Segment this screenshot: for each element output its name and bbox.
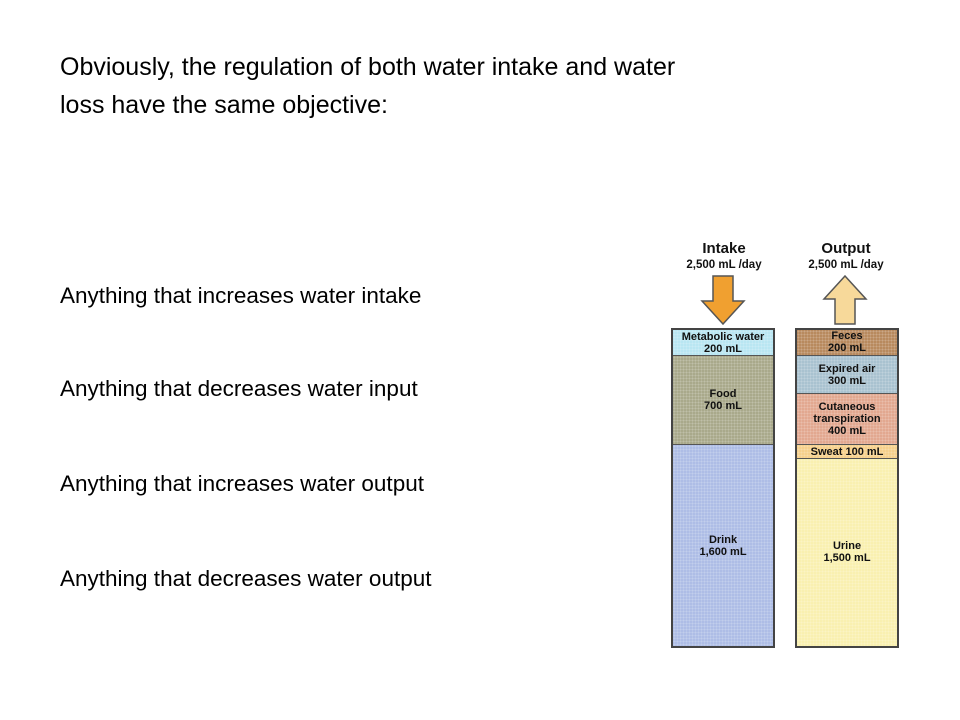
segment-label: Cutaneous transpiration (813, 401, 881, 426)
statement-increase-output: Anything that increases water output (60, 471, 424, 496)
segment-amount: 700 mL (704, 400, 742, 413)
intro-line-2: loss have the same objective: (60, 91, 388, 119)
output-segment-sweat-100-ml: Sweat 100 mL (797, 445, 897, 459)
segment-label: Sweat 100 mL (810, 445, 884, 458)
statement-decrease-output: Anything that decreases water output (60, 566, 432, 591)
segment-label: Food (709, 388, 737, 401)
down-arrow-icon (700, 275, 746, 325)
intake-column: Metabolic water 200 mL Food 700 mL Drink 1,60… (671, 328, 775, 648)
output-segment-urine: Urine 1,500 mL (797, 458, 897, 646)
segment-amount: 300 mL (828, 374, 866, 387)
output-segment-feces: Feces 200 mL (797, 330, 897, 356)
statement-increase-intake: Anything that increases water intake (60, 283, 422, 308)
output-rate: 2,500 mL /day (808, 259, 884, 271)
segment-label: Metabolic water (681, 330, 765, 343)
statement-decrease-input: Anything that decreases water input (60, 376, 418, 401)
segment-amount: 200 mL (828, 342, 866, 355)
output-header: Output 2,500 mL /day (790, 240, 902, 272)
output-segment-cutaneous-transpiration: Cutaneous transpiration 400 mL (797, 394, 897, 446)
segment-label: Feces (831, 330, 863, 343)
segment-amount: 200 mL (704, 342, 742, 355)
intro-text: Obviously, the regulation of both water … (60, 48, 880, 124)
output-column: Feces 200 mL Expired air 300 mL Cutaneous tr… (795, 328, 899, 648)
segment-label: Expired air (818, 362, 876, 375)
intro-line-1: Obviously, the regulation of both water … (60, 53, 676, 81)
intake-rate: 2,500 mL /day (686, 259, 762, 271)
output-title: Output (821, 240, 871, 257)
intake-header: Intake 2,500 mL /day (664, 240, 784, 272)
intake-title: Intake (702, 240, 746, 257)
intake-segment-metabolic-water: Metabolic water 200 mL (673, 330, 773, 357)
intake-segment-drink: Drink 1,600 mL (673, 445, 773, 646)
intake-segment-food: Food 700 mL (673, 356, 773, 446)
segment-amount: 1,500 mL (823, 552, 871, 565)
segment-amount: 400 mL (828, 425, 866, 438)
segment-label: Urine (832, 540, 862, 553)
up-arrow-icon (822, 275, 868, 325)
output-segment-expired-air: Expired air 300 mL (797, 355, 897, 395)
segment-label: Drink (708, 533, 738, 546)
segment-amount: 1,600 mL (699, 545, 747, 558)
